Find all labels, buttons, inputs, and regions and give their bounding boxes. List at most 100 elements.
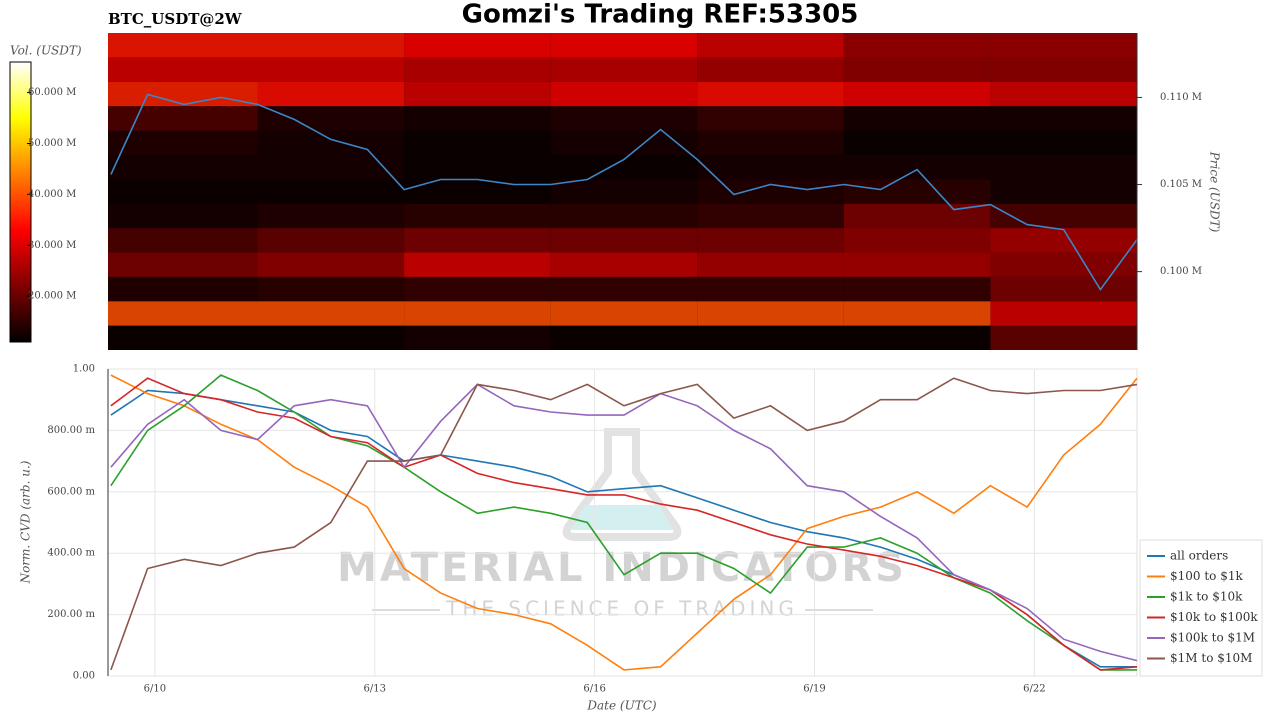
- heatmap-cell: [257, 130, 405, 155]
- watermark-subtitle: THE SCIENCE OF TRADING: [445, 597, 798, 621]
- heatmap-cell: [404, 106, 551, 131]
- heatmap-cell: [550, 228, 698, 253]
- heatmap-cell: [843, 81, 991, 107]
- x-tick-label: 6/13: [364, 684, 386, 695]
- legend-label: $100k to $1M: [1170, 631, 1255, 645]
- heatmap-cell: [257, 301, 405, 326]
- colorbar-tick-label: 60.000 M: [28, 87, 76, 98]
- heatmap-cell: [404, 252, 551, 277]
- heatmap-cell: [550, 57, 698, 82]
- heatmap-cell: [697, 154, 844, 180]
- x-tick-label: 6/16: [583, 684, 605, 695]
- heatmap-cell: [990, 154, 1137, 180]
- heatmap-cell: [257, 203, 405, 229]
- watermark-logo: [372, 428, 873, 611]
- series-line: [110, 374, 1138, 671]
- heatmap-cell: [108, 179, 258, 204]
- heatmap-cell: [990, 106, 1137, 131]
- price-line: [110, 93, 1138, 292]
- heatmap-cell: [697, 106, 844, 131]
- heatmap-cell: [990, 81, 1137, 107]
- y-tick-label: 0.110 M: [1160, 92, 1202, 103]
- legend-label: $1M to $10M: [1170, 651, 1252, 665]
- legend-label: $1k to $10k: [1170, 590, 1243, 604]
- heatmap-cell: [550, 81, 698, 107]
- y-tick-label: 1.00: [73, 364, 95, 375]
- y-tick-label: 0.00: [73, 671, 95, 682]
- heatmap-cell: [550, 130, 698, 155]
- y-axis-label: Price (USDT): [1208, 151, 1222, 233]
- heatmap-cell: [404, 228, 551, 253]
- heatmap-cell: [990, 57, 1137, 82]
- heatmap-cell: [550, 106, 698, 131]
- y-axis-label: Norm. CVD (arb. u.): [19, 460, 33, 584]
- heatmap-cell: [404, 81, 551, 107]
- series-line: [110, 377, 1138, 671]
- heatmap-cell: [404, 203, 551, 229]
- heatmap-cell: [550, 325, 698, 350]
- colorbar-tick-label: 20.000 M: [28, 291, 76, 302]
- heatmap-cell: [257, 106, 405, 131]
- heatmap-cell: [843, 252, 991, 277]
- heatmap-cell: [257, 179, 405, 204]
- heatmap-cell: [697, 252, 844, 277]
- heatmap-cell: [990, 130, 1137, 155]
- heatmap-cell: [843, 57, 991, 82]
- x-tick-label: 6/19: [803, 684, 825, 695]
- heatmap-cell: [108, 228, 258, 253]
- heatmap-cell: [257, 81, 405, 107]
- x-axis-label: Date (UTC): [586, 699, 656, 713]
- heatmap-cell: [404, 57, 551, 82]
- legend-label: $100 to $1k: [1170, 569, 1243, 583]
- heatmap-cell: [990, 325, 1137, 350]
- heatmap-cell: [108, 130, 258, 155]
- heatmap-cell: [550, 301, 698, 326]
- colorbar-tick-label: 50.000 M: [28, 138, 76, 149]
- y-tick-label: 600.00 m: [47, 486, 95, 497]
- heatmap-cell: [257, 154, 405, 180]
- heatmap-cell: [843, 106, 991, 131]
- heatmap-cell: [108, 325, 258, 350]
- y-tick-label: 0.100 M: [1160, 266, 1202, 277]
- heatmap-cell: [697, 276, 844, 302]
- heatmap-cell: [697, 179, 844, 204]
- colorbar-tick-label: 40.000 M: [28, 189, 76, 200]
- x-tick-label: 6/22: [1023, 684, 1045, 695]
- heatmap-cell: [257, 33, 405, 58]
- series-line: [110, 374, 1137, 671]
- chart-title: Gomzi's Trading REF:53305: [462, 0, 859, 30]
- heatmap-cell: [404, 276, 551, 302]
- heatmap-cell: [990, 301, 1137, 326]
- heatmap-cell: [990, 228, 1137, 253]
- heatmap-cell: [990, 179, 1137, 204]
- heatmap-cell: [843, 33, 991, 58]
- heatmap-cell: [257, 325, 405, 350]
- watermark-title: MATERIAL INDICATORS: [337, 545, 907, 591]
- heatmap-cell: [697, 33, 844, 58]
- heatmap-cell: [990, 276, 1137, 302]
- legend-label: $10k to $100k: [1170, 610, 1258, 624]
- heatmap-cell: [697, 228, 844, 253]
- heatmap-cell: [108, 276, 258, 302]
- heatmap-cell: [697, 203, 844, 229]
- colorbar-tick-label: 30.000 M: [28, 240, 76, 251]
- heatmap-cell: [404, 325, 551, 350]
- heatmap-cell: [404, 33, 551, 58]
- heatmap-cell: [697, 81, 844, 107]
- heatmap-cell: [990, 33, 1137, 58]
- heatmap-cell: [257, 57, 405, 82]
- heatmap-cell: [550, 252, 698, 277]
- heatmap-cell: [108, 252, 258, 277]
- heatmap-cell: [550, 276, 698, 302]
- heatmap-cell: [697, 57, 844, 82]
- heatmap-cell: [108, 106, 258, 131]
- colorbar: [9, 61, 32, 343]
- heatmap-cell: [257, 228, 405, 253]
- series-line: [110, 383, 1138, 662]
- y-tick-label: 200.00 m: [47, 609, 95, 620]
- heatmap-cell: [843, 154, 991, 180]
- heatmap-cell: [843, 276, 991, 302]
- heatmap-cell: [843, 130, 991, 155]
- heatmap-cell: [108, 57, 258, 82]
